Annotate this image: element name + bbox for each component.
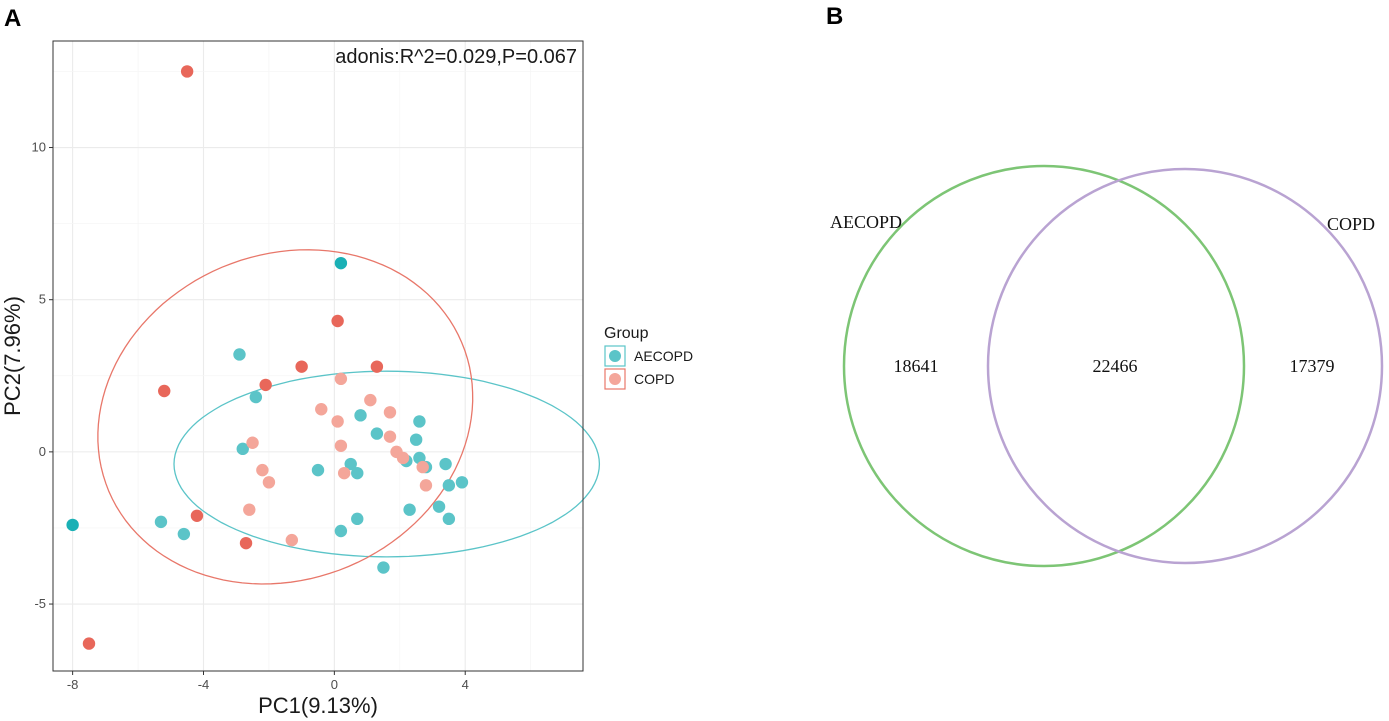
axis-ticks: -8 -4 0 4 -5 0 5 10 xyxy=(32,140,469,692)
point-copd xyxy=(370,360,384,373)
ellipse-copd xyxy=(97,249,474,585)
point-aecopd xyxy=(377,561,390,574)
point-copd xyxy=(158,384,171,398)
legend-dot-aecopd xyxy=(609,350,621,362)
point-aecopd xyxy=(455,476,469,489)
panel-b-label: B xyxy=(826,3,843,30)
venn-value-intersection: 22466 xyxy=(1093,356,1138,376)
legend-dot-copd xyxy=(609,373,621,385)
point-copd xyxy=(315,403,328,416)
point-aecopd xyxy=(177,527,191,541)
plot-border xyxy=(52,40,584,672)
point-copd xyxy=(190,509,204,522)
point-copd xyxy=(82,637,96,650)
legend-label-aecopd: AECOPD xyxy=(634,348,693,364)
point-aecopd xyxy=(354,409,367,422)
venn-label-aecopd: AECOPD xyxy=(830,212,902,232)
point-copd xyxy=(416,460,429,474)
point-copd xyxy=(259,378,272,392)
point-aecopd xyxy=(249,390,263,404)
point-copd xyxy=(396,451,410,465)
point-aecopd xyxy=(409,433,423,446)
x-tick-label: 0 xyxy=(331,677,338,692)
point-aecopd xyxy=(66,518,79,532)
point-aecopd xyxy=(439,457,452,471)
point-copd xyxy=(364,393,377,407)
x-tick-label: 4 xyxy=(462,677,469,692)
x-axis-title: PC1(9.13%) xyxy=(258,693,378,718)
y-tick-label: 10 xyxy=(32,140,46,155)
venn-label-copd: COPD xyxy=(1327,214,1375,234)
point-copd xyxy=(331,314,344,328)
legend: Group AECOPD COPD xyxy=(604,325,693,390)
point-aecopd xyxy=(344,457,357,471)
point-aecopd xyxy=(334,524,348,538)
legend-title: Group xyxy=(604,325,649,342)
confidence-ellipses xyxy=(97,249,601,585)
point-copd xyxy=(246,436,259,449)
point-aecopd xyxy=(351,512,364,526)
venn-value-copd-only: 17379 xyxy=(1290,356,1335,376)
point-aecopd xyxy=(370,427,384,440)
point-copd xyxy=(295,360,308,373)
point-copd xyxy=(331,415,344,428)
grid-lines xyxy=(53,41,583,671)
point-copd xyxy=(262,476,276,489)
venn-circle-copd xyxy=(986,167,1384,565)
panel-a-label: A xyxy=(4,5,21,32)
point-aecopd xyxy=(154,515,168,529)
y-axis-title: PC2(7.96%) xyxy=(0,296,25,416)
pcoa-scatter-plot: -8 -4 0 4 -5 0 5 10 adonis:R^2=0.029,P=0.067 PC… xyxy=(0,40,693,718)
point-copd xyxy=(180,65,194,78)
point-copd xyxy=(383,430,397,443)
y-tick-label: -5 xyxy=(34,596,46,611)
point-copd xyxy=(243,503,256,516)
point-aecopd xyxy=(351,466,364,480)
point-aecopd xyxy=(311,463,325,477)
x-tick-label: -8 xyxy=(67,677,79,692)
legend-label-copd: COPD xyxy=(634,371,674,387)
point-aecopd xyxy=(334,256,348,270)
y-tick-label: 5 xyxy=(39,292,46,307)
point-copd xyxy=(239,536,253,550)
point-aecopd xyxy=(442,512,456,526)
point-aecopd xyxy=(233,348,246,361)
adonis-annotation: adonis:R^2=0.029,P=0.067 xyxy=(335,46,577,68)
point-aecopd xyxy=(442,479,456,492)
point-copd xyxy=(256,463,269,477)
data-points xyxy=(66,65,469,650)
x-tick-label: -4 xyxy=(198,677,210,692)
point-copd xyxy=(383,406,397,419)
point-copd xyxy=(334,372,348,386)
point-copd xyxy=(337,466,351,480)
venn-diagram: AECOPD COPD 18641 22466 17379 xyxy=(830,164,1384,568)
point-copd xyxy=(334,439,348,452)
y-tick-label: 0 xyxy=(39,444,46,459)
point-aecopd xyxy=(432,500,446,513)
venn-circle-aecopd xyxy=(842,164,1246,568)
ellipse-aecopd xyxy=(173,370,601,558)
point-copd xyxy=(419,479,433,492)
plot-background xyxy=(53,41,583,671)
point-aecopd xyxy=(413,415,426,428)
point-aecopd xyxy=(403,503,416,516)
venn-value-aecopd-only: 18641 xyxy=(894,356,939,376)
point-copd xyxy=(285,533,299,547)
point-aecopd xyxy=(236,442,249,456)
